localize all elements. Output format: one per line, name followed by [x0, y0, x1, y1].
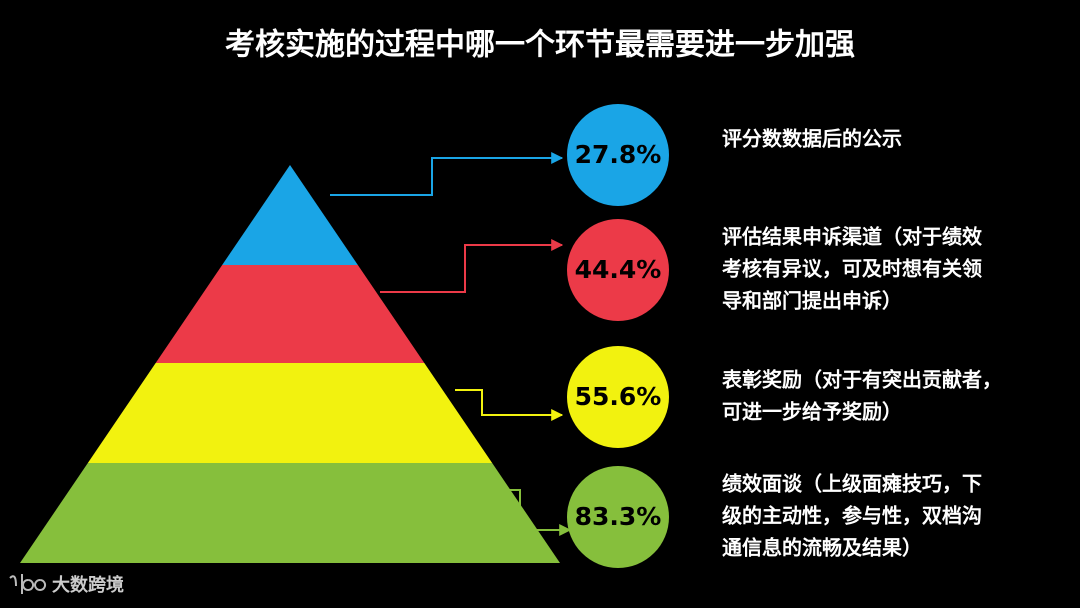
watermark: 大数跨境 — [52, 574, 124, 596]
percent-label: 44.4% — [575, 255, 662, 284]
description-line: 通信息的流畅及结果） — [722, 536, 922, 560]
pyramid-layer — [87, 363, 493, 463]
description-line: 考核有异议，可及时想有关领 — [722, 257, 982, 281]
connector — [330, 152, 564, 196]
description-line: 绩效面谈（上级面瘫技巧，下 — [722, 472, 982, 496]
description-line: 评分数数据后的公示 — [722, 127, 902, 151]
description-line: 级的主动性，参与性，双档沟 — [722, 504, 982, 528]
description-line: 导和部门提出申诉） — [722, 289, 902, 313]
pyramid-layer — [222, 165, 358, 265]
percent-label: 83.3% — [575, 502, 662, 531]
pyramid-layer — [155, 265, 425, 363]
title: 考核实施的过程中哪一个环节最需要进一步加强 — [225, 28, 855, 63]
percent-circle — [567, 466, 669, 568]
percent-circle — [567, 346, 669, 448]
description-line: 表彰奖励（对于有突出贡献者， — [722, 368, 1002, 392]
description-line: 可进一步给予奖励） — [722, 400, 902, 424]
percent-circle — [567, 219, 669, 321]
connector — [380, 239, 564, 293]
connector — [480, 489, 572, 536]
percent-circle — [567, 104, 669, 206]
connector — [455, 389, 564, 421]
percent-label: 27.8% — [575, 140, 662, 169]
description-line: 评估结果申诉渠道（对于绩效 — [722, 225, 982, 249]
pyramid-layer — [20, 463, 560, 563]
percent-label: 55.6% — [575, 382, 662, 411]
watermark-logo — [9, 574, 47, 594]
